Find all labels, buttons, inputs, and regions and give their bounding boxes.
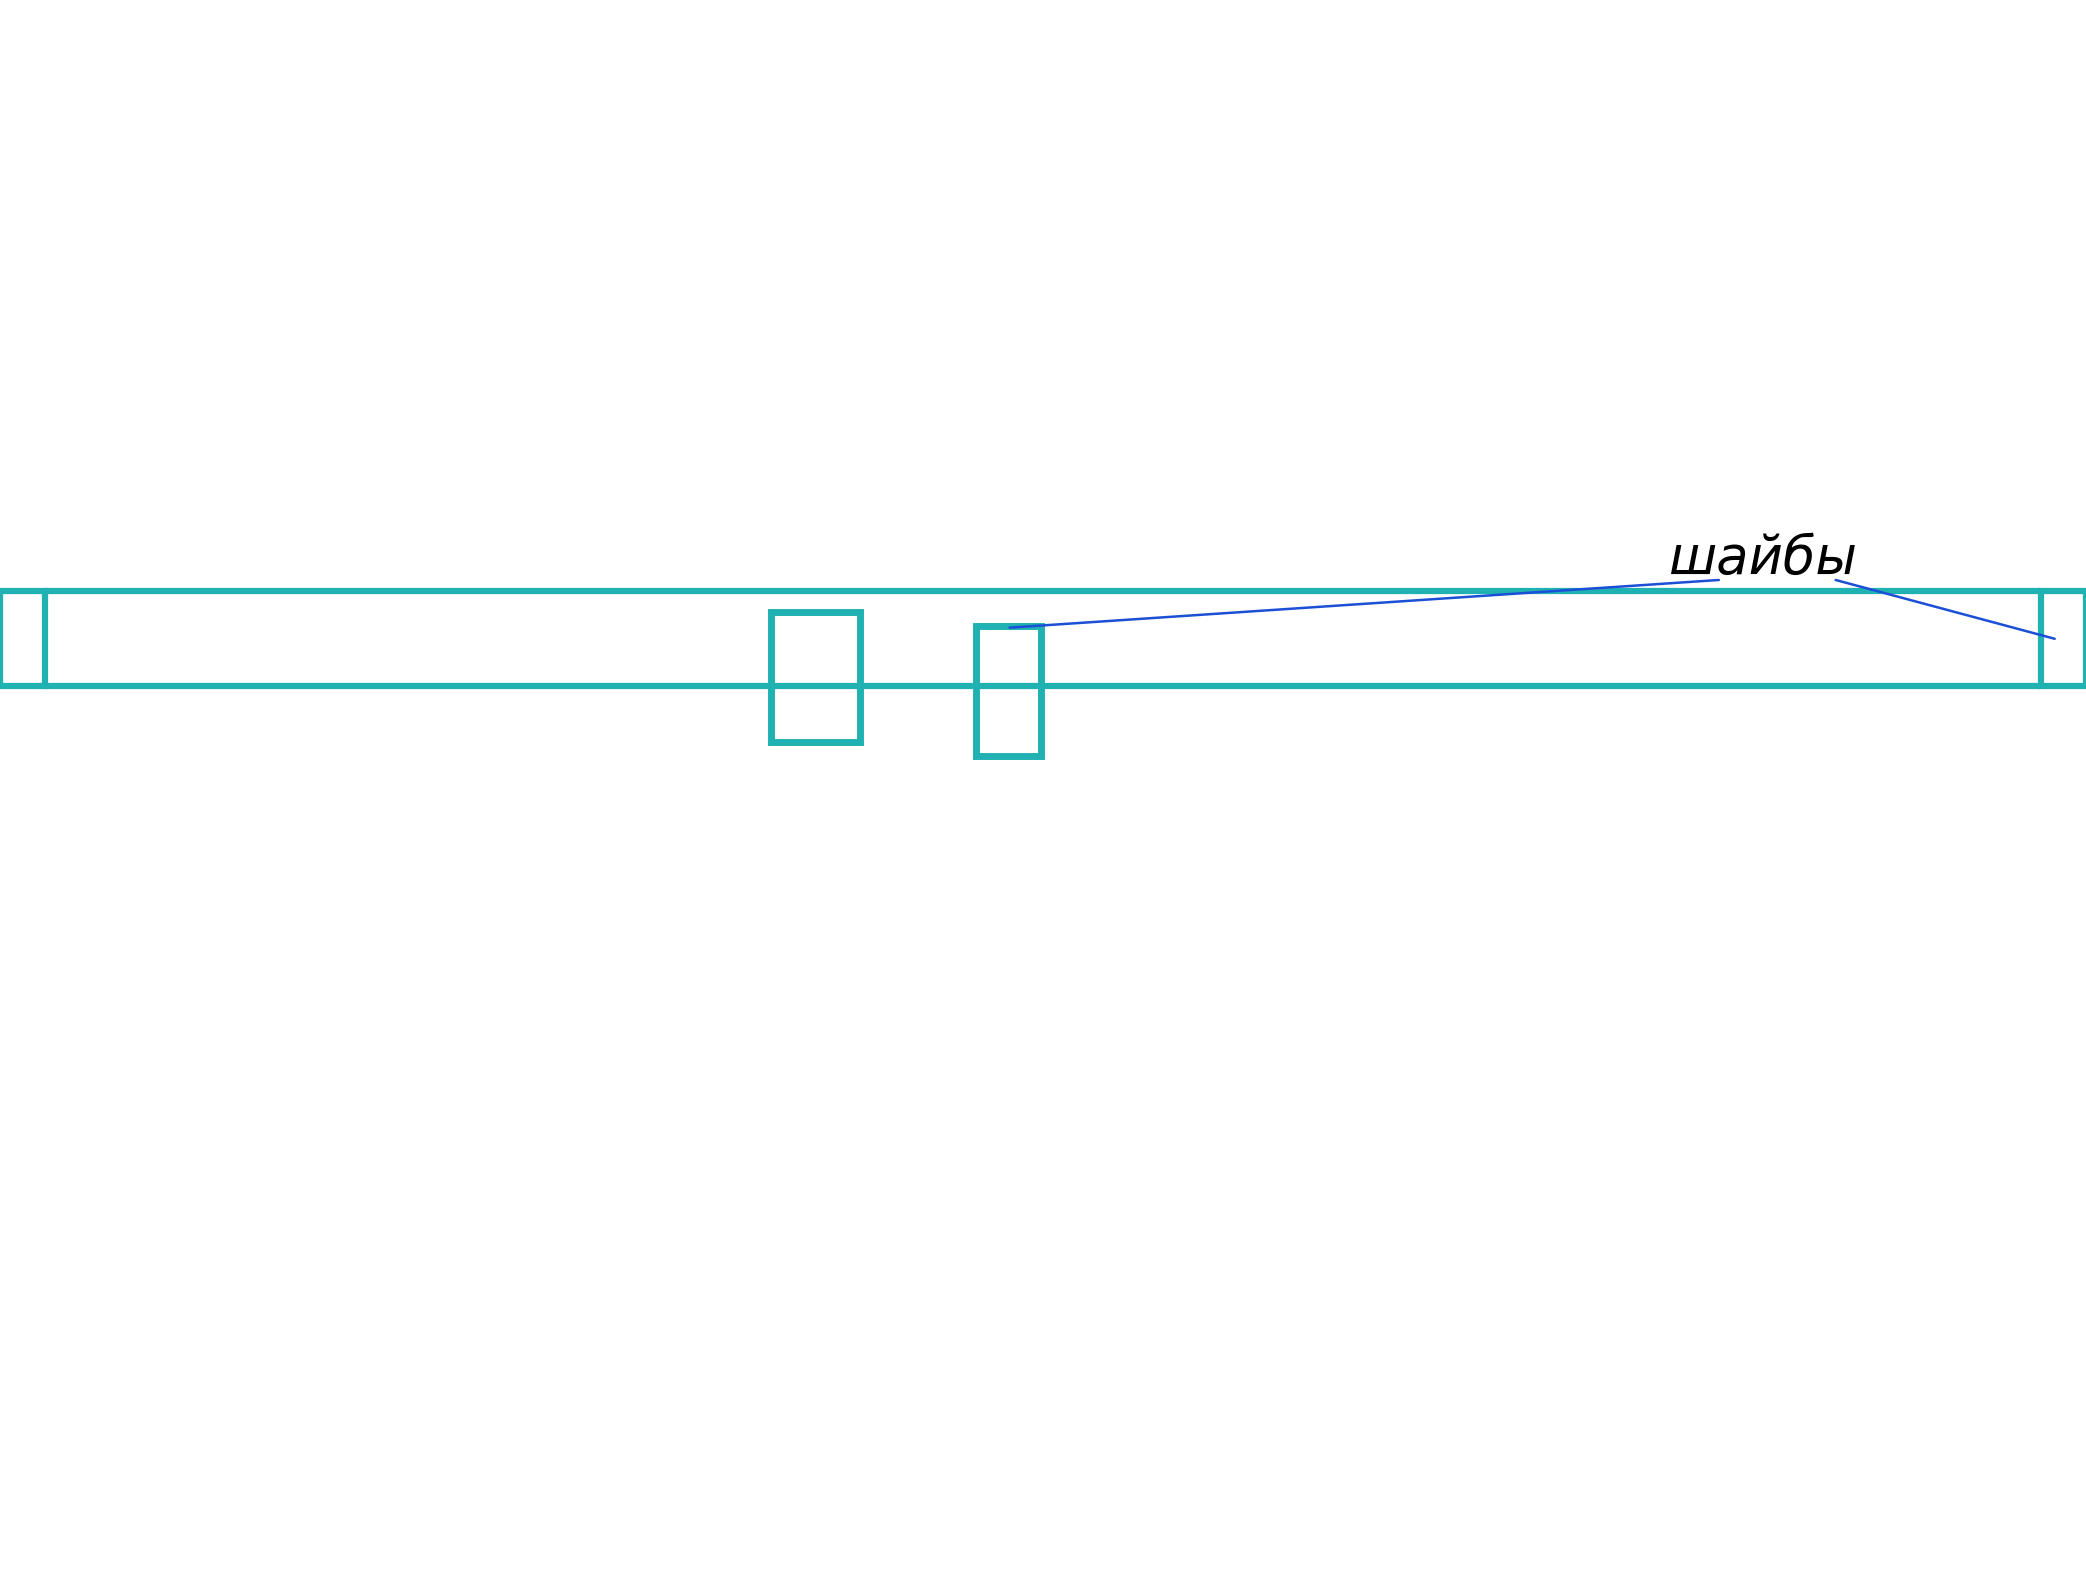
Text: шайбы: шайбы	[1669, 534, 1857, 585]
Bar	[772, 612, 859, 742]
Bar	[0, 591, 46, 686]
Bar	[976, 626, 1041, 756]
Bar	[2040, 591, 2086, 686]
